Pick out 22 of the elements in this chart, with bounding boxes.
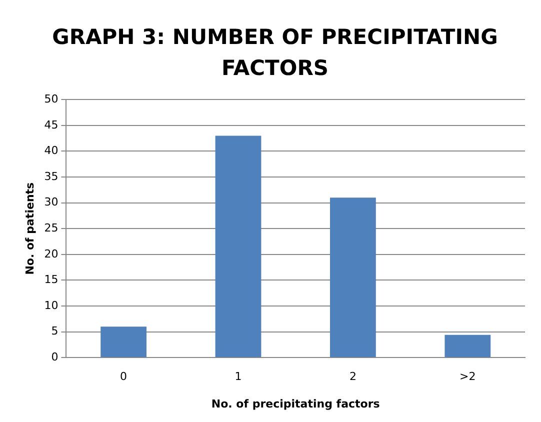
x-tick-label: 0 [120,370,128,384]
y-tick-label: 45 [44,118,58,132]
x-tick-label: 2 [349,370,356,384]
x-tick-label: >2 [460,370,476,384]
y-tick-label: 10 [44,298,58,312]
y-tick-label: 0 [51,350,58,364]
y-tick-label: 30 [44,196,58,209]
x-tick-label: 1 [234,370,242,384]
y-tick-label: 5 [51,324,58,338]
y-tick-label: 35 [44,170,58,183]
bar [100,326,146,358]
y-axis-title: No. of patients [23,182,36,275]
y-tick-label: 15 [44,273,58,286]
bar [215,136,262,358]
x-axis-title: No. of precipitating factors [211,397,380,410]
y-tick-label: 25 [44,221,58,234]
y-tick-label: 40 [44,144,58,158]
y-tick-label: 20 [44,247,58,260]
chart-title: GRAPH 3: NUMBER OF PRECIPITATING FACTORS [51,24,499,82]
bar [444,334,491,358]
y-tick-label: 50 [44,92,58,106]
bar [330,198,376,358]
